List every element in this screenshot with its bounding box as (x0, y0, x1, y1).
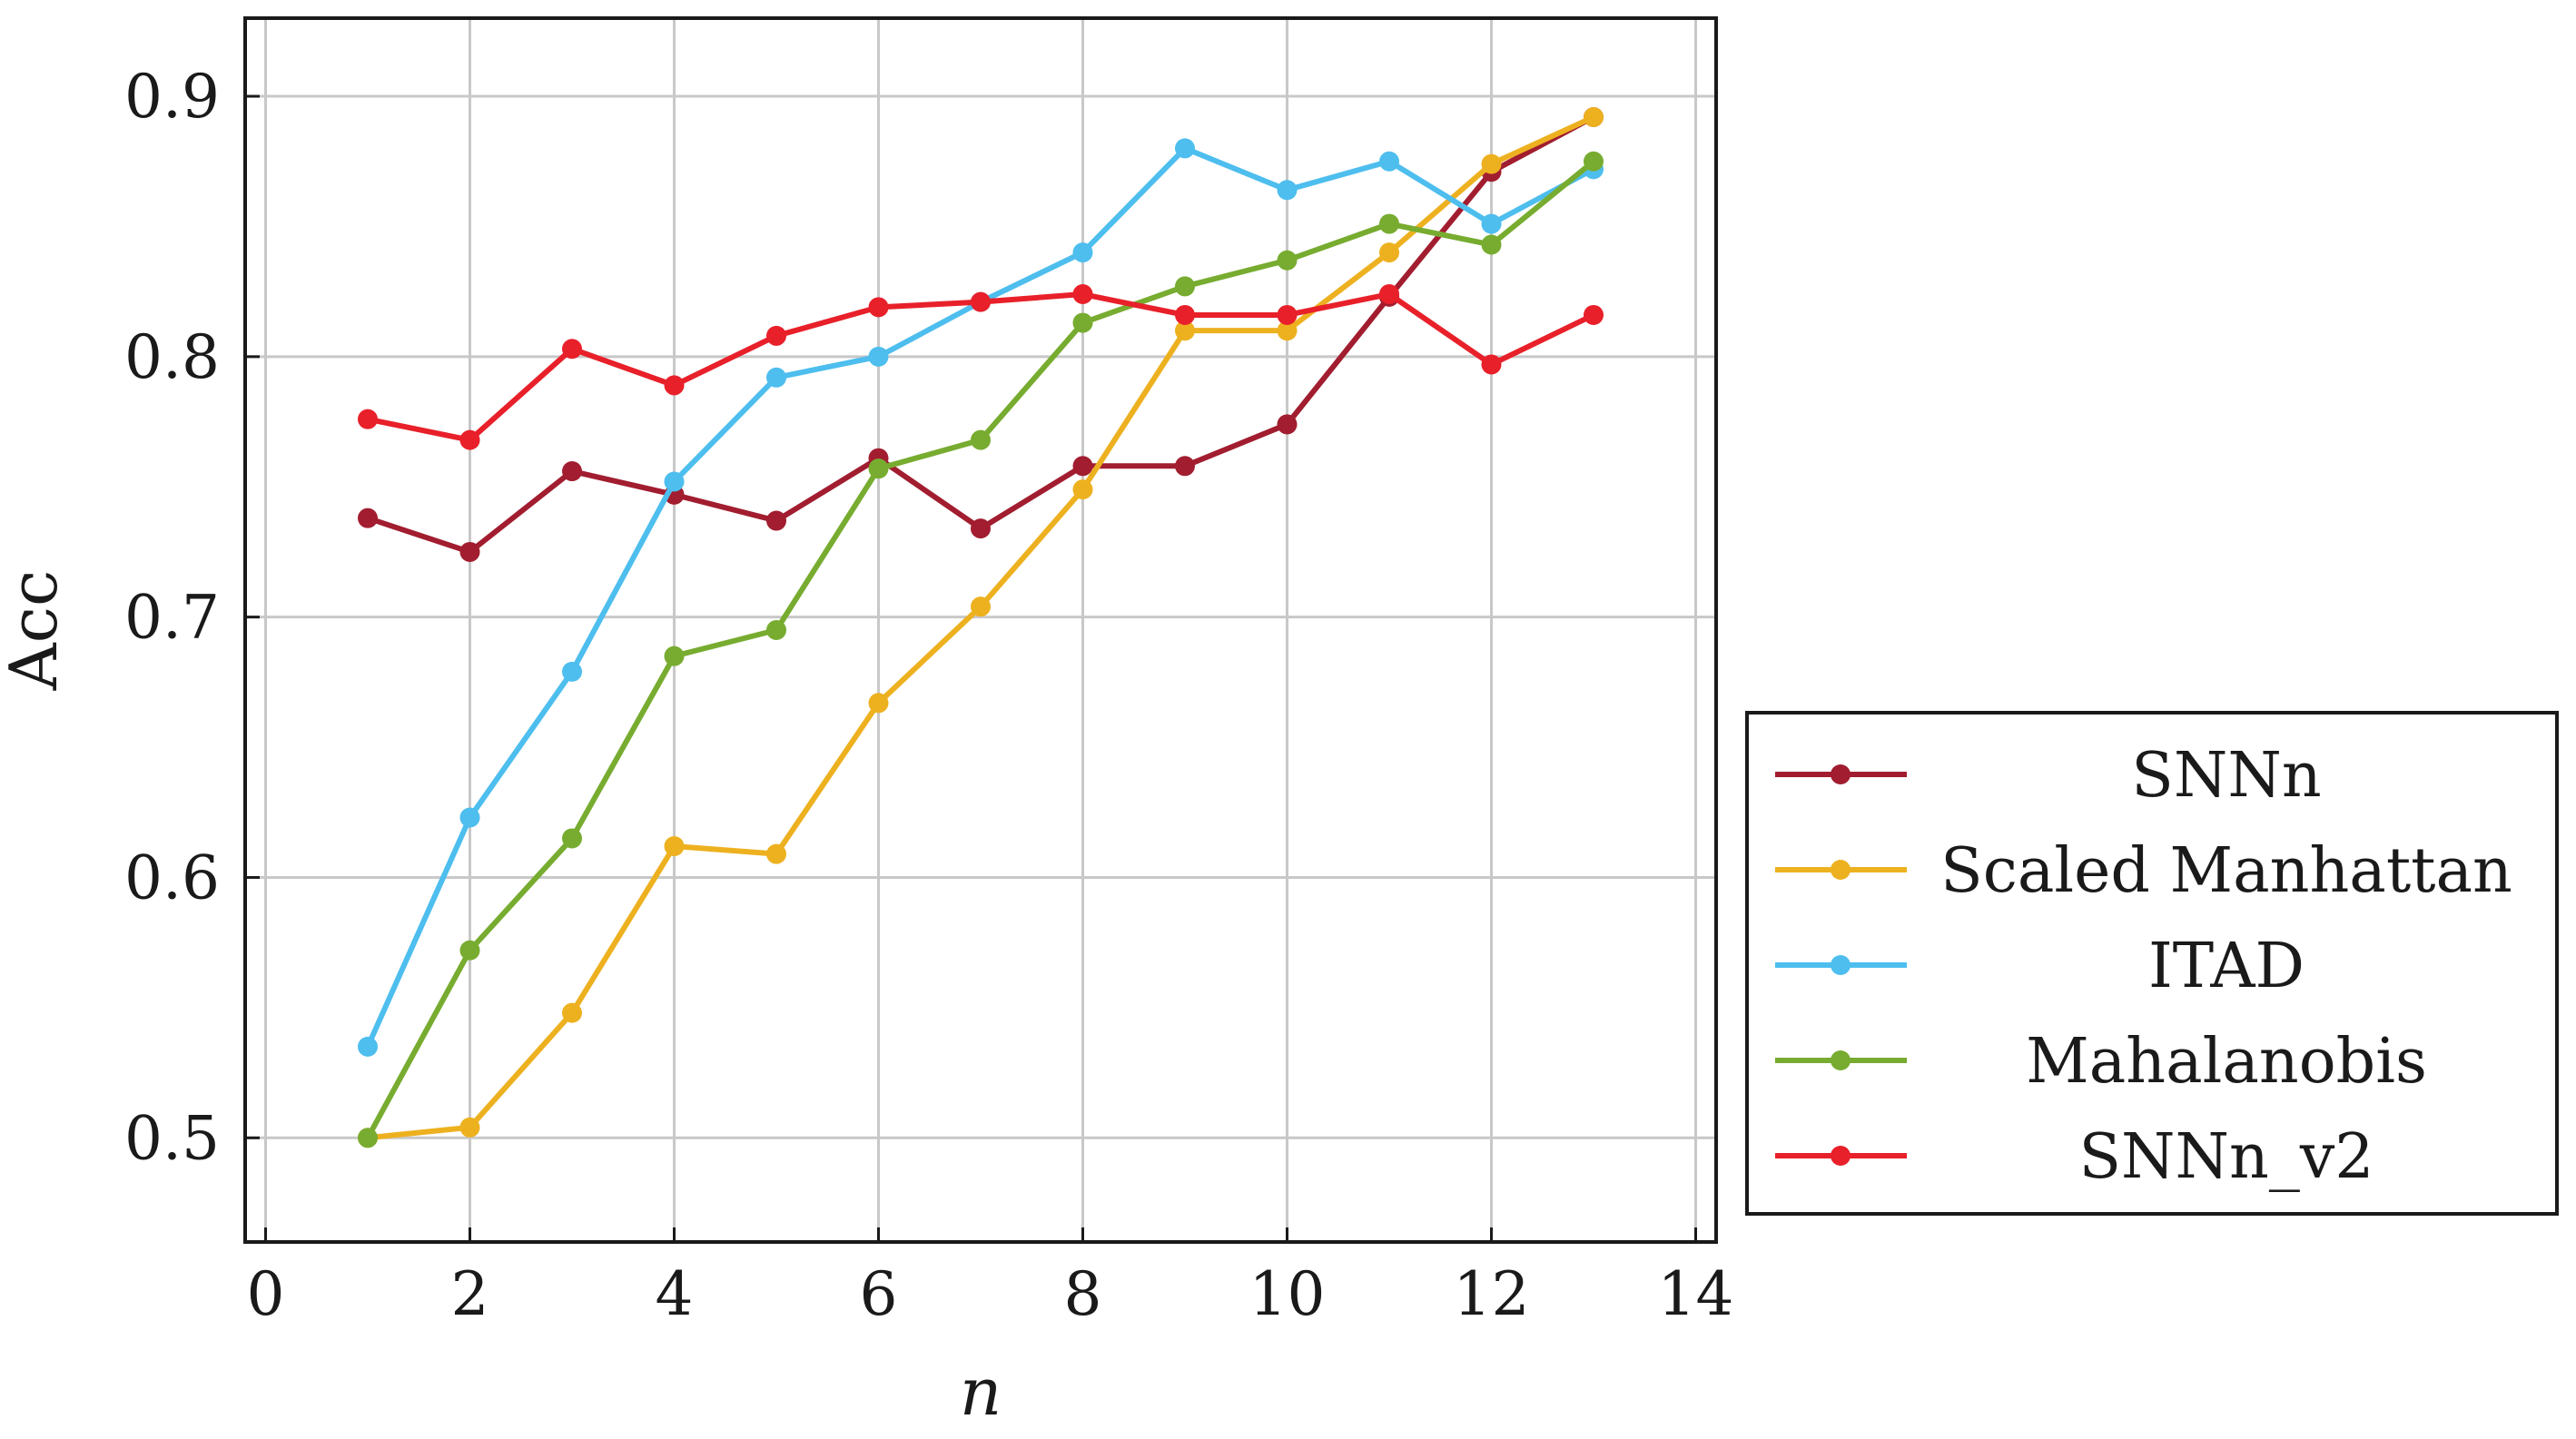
data-point (358, 1036, 378, 1057)
data-point (1175, 456, 1195, 477)
legend-entry: Mahalanobis (1775, 1026, 2427, 1098)
data-point (1584, 304, 1604, 325)
data-point (1175, 138, 1195, 159)
data-point (459, 429, 480, 450)
data-point (1072, 242, 1093, 263)
data-point (1379, 213, 1399, 234)
x-tick-label: 2 (451, 1259, 489, 1329)
data-point (1481, 153, 1502, 174)
data-point (1175, 320, 1195, 341)
y-axis-label: Acc (0, 570, 72, 692)
x-tick-label: 8 (1064, 1259, 1102, 1329)
legend-label: SNNn (2131, 740, 2321, 812)
data-point (1277, 180, 1298, 201)
plot-frame (243, 16, 1718, 1244)
legend-entry: Scaled Manhattan (1775, 835, 2512, 907)
data-point (1379, 242, 1399, 263)
data-point (1072, 479, 1093, 500)
data-point (1277, 414, 1298, 435)
x-tick-label: 4 (656, 1259, 694, 1329)
data-point (868, 693, 889, 714)
data-point (1175, 304, 1195, 325)
data-point (1379, 284, 1399, 305)
data-point (1072, 284, 1093, 305)
x-tick-label: 14 (1658, 1259, 1734, 1329)
data-point (1584, 106, 1604, 127)
data-point (1175, 276, 1195, 297)
data-point (459, 940, 480, 961)
legend-swatch-marker (1831, 1146, 1851, 1166)
data-point (868, 346, 889, 367)
y-tick-label: 0.5 (124, 1103, 220, 1173)
legend-entry: SNNn (1775, 740, 2322, 812)
x-tick-label: 0 (247, 1259, 285, 1329)
legend-swatch-marker (1831, 860, 1851, 880)
data-point (664, 646, 685, 666)
data-point (868, 458, 889, 479)
data-point (1584, 151, 1604, 172)
data-point (562, 461, 582, 482)
data-point (459, 1117, 480, 1138)
data-point (562, 661, 582, 682)
legend-entry: ITAD (1775, 931, 2305, 1002)
y-tick-label: 0.8 (124, 322, 220, 392)
data-point (868, 297, 889, 318)
data-point (459, 541, 480, 562)
legend-label: ITAD (2148, 931, 2305, 1002)
grid (245, 18, 1716, 1242)
data-point (358, 508, 378, 528)
data-point (1277, 304, 1298, 325)
data-point (1072, 456, 1093, 477)
data-point (766, 510, 786, 531)
data-point (1277, 320, 1298, 341)
series-line (367, 114, 1595, 555)
series-line (367, 291, 1595, 443)
data-point (562, 828, 582, 849)
legend-label: Scaled Manhattan (1940, 835, 2512, 907)
y-tick-label: 0.7 (124, 583, 220, 653)
data-point (562, 1002, 582, 1023)
legend-entry: SNNn_v2 (1775, 1121, 2374, 1193)
series-layer (358, 106, 1604, 1148)
data-point (766, 325, 786, 346)
data-point (971, 429, 991, 450)
y-tick-label: 0.9 (124, 62, 220, 132)
data-point (766, 367, 786, 388)
x-tick-label: 10 (1249, 1259, 1326, 1329)
y-tick-label: 0.6 (124, 843, 220, 912)
data-point (1481, 234, 1502, 255)
data-point (358, 1128, 378, 1148)
x-tick-label: 6 (860, 1259, 898, 1329)
legend: SNNn Scaled Manhattan ITAD Mahalanobis SNNn_… (1745, 711, 2559, 1216)
x-axis-label: n (960, 1354, 1002, 1430)
data-point (766, 843, 786, 864)
data-point (1072, 312, 1093, 333)
data-point (562, 339, 582, 360)
legend-label: SNNn_v2 (2078, 1121, 2374, 1193)
data-point (1379, 151, 1399, 172)
data-point (664, 375, 685, 396)
data-point (971, 596, 991, 617)
legend-label: Mahalanobis (2026, 1026, 2427, 1098)
data-point (459, 807, 480, 828)
data-point (766, 620, 786, 640)
legend-swatch-marker (1831, 764, 1851, 784)
data-point (1277, 250, 1298, 271)
data-point (971, 518, 991, 539)
data-point (971, 291, 991, 312)
data-point (664, 836, 685, 857)
data-point (664, 471, 685, 492)
data-point (358, 409, 378, 429)
legend-swatch-marker (1831, 1050, 1851, 1070)
data-point (1481, 354, 1502, 375)
series-snnn-v2 (358, 284, 1604, 450)
data-point (1481, 213, 1502, 234)
ticks: 0 2 4 6 8 10 12 14 0.5 0.6 0.7 0.8 0.9 (124, 62, 1733, 1329)
series-mahalanobis (358, 151, 1604, 1148)
x-tick-label: 12 (1454, 1259, 1530, 1329)
legend-swatch-marker (1831, 955, 1851, 975)
